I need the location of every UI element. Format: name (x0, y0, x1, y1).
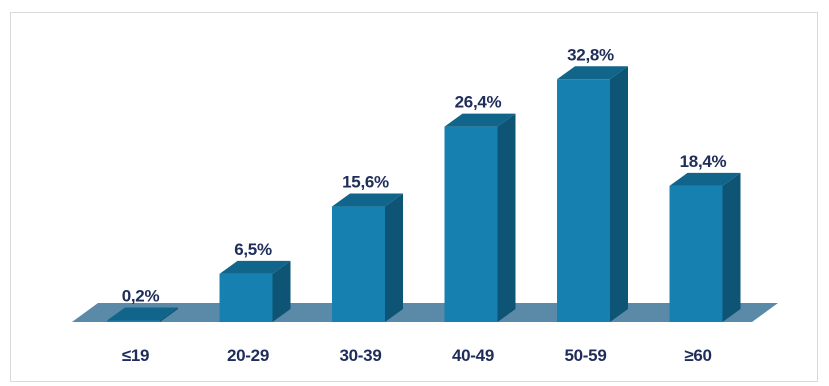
data-label: 0,2% (122, 287, 160, 306)
category-label: ≥60 (684, 346, 711, 365)
bar-side (160, 307, 178, 322)
bars-layer (107, 66, 741, 322)
bar-side (497, 113, 516, 322)
bar-top (107, 307, 178, 321)
bar-side (272, 260, 291, 322)
bar-front (332, 206, 385, 322)
bar-top (219, 260, 291, 274)
bar-front (669, 185, 723, 322)
bar (557, 66, 628, 322)
category-label: 40-49 (452, 346, 494, 365)
bar-front (557, 79, 610, 322)
bar-side (610, 66, 628, 322)
bar-front (107, 320, 160, 322)
category-label: 50-59 (565, 346, 607, 365)
bar (219, 260, 291, 322)
data-label: 32,8% (567, 45, 614, 64)
labels-layer: 0,2% ≤19 6,5% 20-29 15,6% 30-39 26,4% 40-49 32,8… (122, 45, 727, 365)
bar-side (385, 193, 403, 322)
bar-front (444, 126, 498, 322)
category-label: 20-29 (227, 346, 269, 365)
data-label: 18,4% (680, 152, 727, 171)
category-label: 30-39 (340, 346, 382, 365)
bar-top (332, 193, 403, 207)
bar (107, 307, 178, 322)
bar-top (669, 172, 741, 186)
bar-side (722, 172, 741, 322)
bar-top (557, 66, 628, 80)
bar-front (219, 273, 273, 322)
bar (669, 172, 741, 322)
category-label: ≤19 (122, 346, 149, 365)
bar-top (444, 113, 516, 127)
bar (444, 113, 516, 322)
data-label: 6,5% (234, 240, 272, 259)
data-label: 26,4% (455, 93, 502, 112)
bar (332, 193, 403, 322)
data-label: 15,6% (342, 173, 389, 192)
